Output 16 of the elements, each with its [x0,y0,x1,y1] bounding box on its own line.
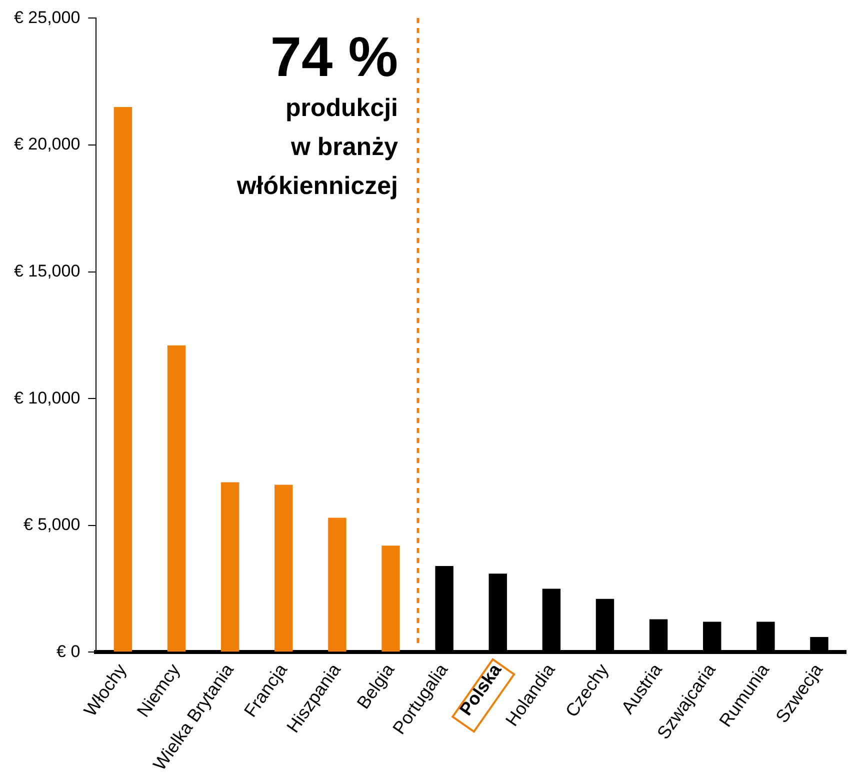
annotation: włókienniczej [236,172,398,200]
y-tick-label: € 25,000 [14,8,80,27]
bar [114,106,132,652]
bar [328,518,346,652]
bar [274,484,293,652]
annotation: w branży [290,133,398,161]
bar [220,482,240,652]
annotation: 74 % [270,25,398,88]
bar [167,345,186,652]
y-tick-label: € 10,000 [14,388,80,408]
bar [382,546,400,652]
y-tick-label: € 5,000 [23,515,80,534]
annotation: produkcji [285,94,398,122]
y-tick-label: € 0 [56,642,80,661]
y-tick-label: € 20,000 [14,134,80,154]
y-tick-label: € 15,000 [14,261,80,280]
